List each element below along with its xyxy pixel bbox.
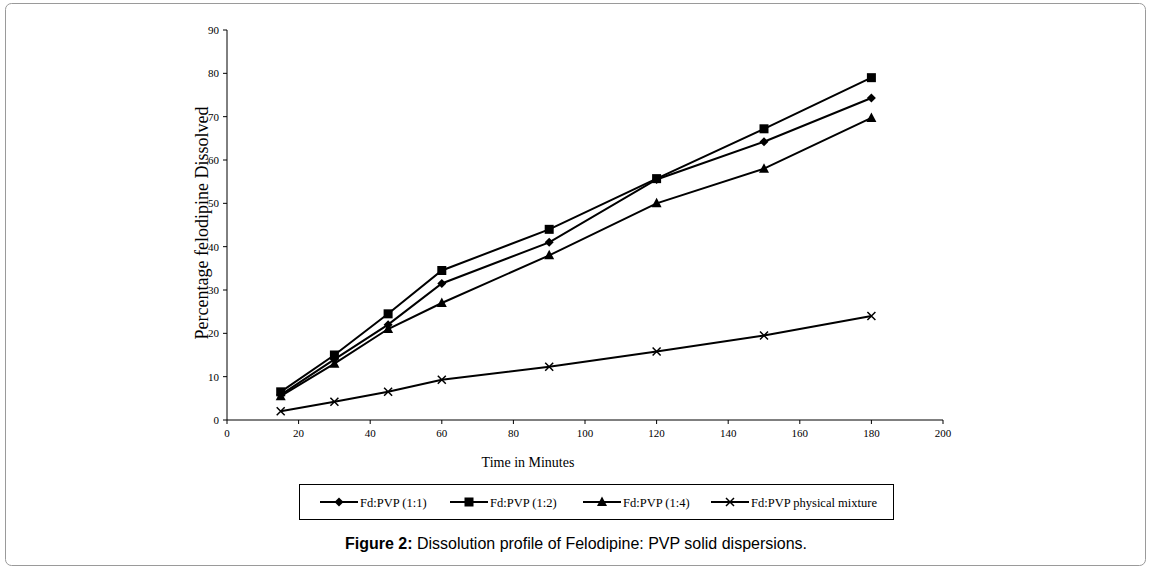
y-tick [223, 203, 227, 204]
point [437, 266, 446, 275]
point [383, 324, 393, 334]
x-tick-label: 60 [436, 427, 448, 439]
x-axis-label: Time in Minutes [482, 455, 575, 470]
point [329, 358, 339, 368]
x-tick [943, 420, 944, 424]
point [867, 94, 876, 103]
x-tick-label: 180 [863, 427, 880, 439]
point [384, 388, 392, 396]
x-tick [799, 420, 800, 424]
y-tick [223, 160, 227, 161]
point [867, 312, 875, 320]
point [276, 391, 286, 401]
point [760, 137, 769, 146]
x-tick-label: 80 [508, 427, 520, 439]
chart: 0102030405060708090020406080100120140160… [0, 0, 1151, 570]
y-axis-label: Percentage felodipine Dissolved [192, 107, 212, 340]
y-tick-label: 80 [208, 67, 220, 79]
legend-marker [335, 498, 344, 507]
series-line [281, 98, 872, 395]
point [653, 348, 661, 356]
y-tick-label: 90 [208, 24, 220, 36]
point [545, 225, 554, 234]
point [867, 73, 876, 82]
point [760, 124, 769, 133]
point [544, 250, 554, 260]
y-tick-label: 0 [214, 414, 220, 426]
title-rest: Dissolution profile of Felodipine: PVP s… [412, 535, 807, 552]
point [545, 363, 553, 371]
point [330, 398, 338, 406]
x-tick [656, 420, 657, 424]
point [866, 112, 876, 122]
point [760, 332, 768, 340]
series-line [281, 316, 872, 411]
x-tick-label: 0 [224, 427, 230, 439]
x-tick-label: 40 [365, 427, 377, 439]
x-tick-label: 100 [577, 427, 594, 439]
series-line [281, 78, 872, 392]
point [437, 279, 446, 288]
y-axis [227, 30, 228, 420]
y-tick [223, 246, 227, 247]
x-tick [370, 420, 371, 424]
y-tick [223, 73, 227, 74]
x-tick-label: 160 [792, 427, 809, 439]
x-tick [441, 420, 442, 424]
figure-frame [6, 4, 1146, 566]
legend-marker [465, 498, 474, 507]
x-tick-label: 140 [720, 427, 737, 439]
point [545, 238, 554, 247]
point [652, 174, 661, 183]
x-tick [871, 420, 872, 424]
plot-area [276, 73, 877, 415]
legend-label: Fd:PVP (1:1) [360, 496, 427, 510]
point [759, 163, 769, 173]
x-tick [227, 420, 228, 424]
y-tick [223, 333, 227, 334]
point [438, 376, 446, 384]
legend-label: Fd:PVP physical mixture [751, 496, 877, 510]
x-tick [298, 420, 299, 424]
x-tick-label: 120 [648, 427, 665, 439]
point [652, 198, 662, 208]
y-tick [223, 376, 227, 377]
legend-box [300, 485, 894, 520]
series-line [281, 118, 872, 396]
point [277, 407, 285, 415]
x-tick [728, 420, 729, 424]
point [330, 351, 339, 360]
x-tick [585, 420, 586, 424]
x-tick-label: 200 [935, 427, 952, 439]
title-prefix: Figure 2: [345, 535, 413, 552]
x-tick [513, 420, 514, 424]
point [652, 175, 661, 184]
y-tick [223, 116, 227, 117]
legend-marker [726, 498, 734, 506]
legend-label: Fd:PVP (1:4) [623, 496, 690, 510]
y-tick-label: 10 [208, 371, 220, 383]
legend-label: Fd:PVP (1:2) [490, 496, 557, 510]
legend: Fd:PVP (1:1) Fd:PVP (1:2) Fd:PVP (1:4) Fd:P… [300, 485, 894, 520]
y-tick [223, 420, 227, 421]
point [437, 298, 447, 308]
y-tick [223, 30, 227, 31]
legend-marker [597, 497, 607, 507]
y-tick [223, 290, 227, 291]
title: Figure 2: Dissolution profile of Felodip… [345, 535, 807, 552]
point [384, 309, 393, 318]
x-tick-label: 20 [293, 427, 305, 439]
